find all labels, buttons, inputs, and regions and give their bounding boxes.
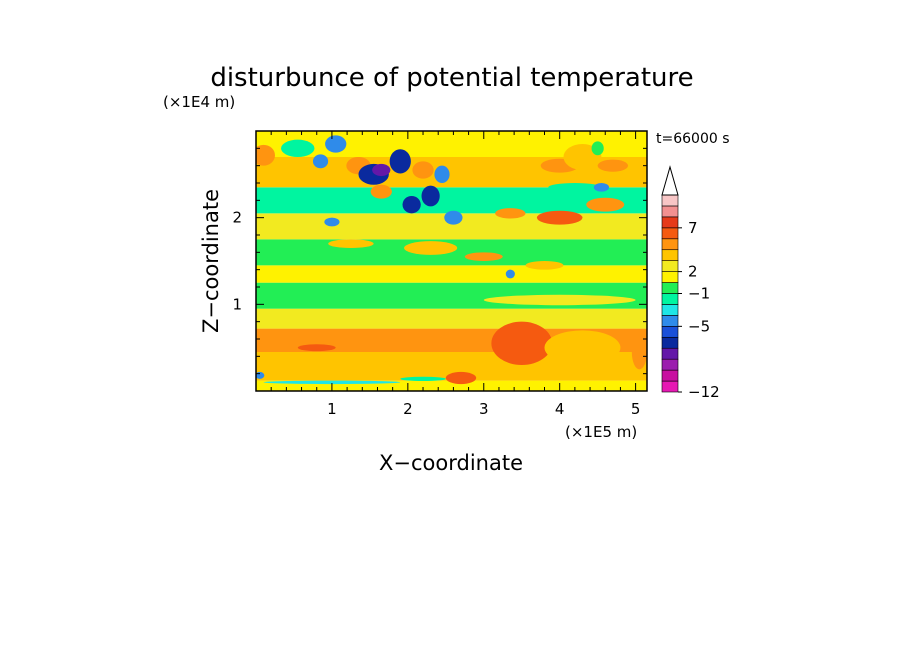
colorbar-swatch-17 [661, 194, 679, 207]
x-axis-label: X−coordinate [379, 451, 523, 475]
field-blob-20 [586, 197, 625, 212]
colorbar: −12−5−127 [661, 165, 720, 401]
field-blob-34 [297, 344, 336, 352]
colorbar-swatch-16 [661, 205, 679, 218]
field-blob-25 [591, 141, 604, 156]
colorbar-swatch-2 [661, 358, 679, 371]
x-tick-label-2: 2 [403, 400, 413, 418]
y-tick-label-2: 2 [232, 209, 242, 227]
colorbar-label-9: −1 [688, 285, 710, 303]
time-label: t=66000 s [656, 131, 730, 147]
field-blob-14 [453, 195, 477, 206]
field-band-8 [256, 187, 647, 214]
field-blob-21 [548, 183, 602, 192]
colorbar-swatch-6 [661, 315, 679, 327]
colorbar-label-6: −5 [688, 317, 710, 335]
chart-title: disturbunce of potential temperature [210, 63, 693, 93]
colorbar-swatch-12 [661, 249, 679, 261]
field-blob-1 [281, 139, 315, 157]
field-blob-11 [402, 196, 421, 214]
field-blob-31 [491, 321, 553, 366]
field-blob-2 [312, 154, 329, 169]
heatmap-field [256, 131, 647, 391]
field-band-0 [256, 380, 647, 391]
plot-frame [255, 130, 648, 392]
x-tick-label-5: 5 [631, 400, 641, 418]
y-tick-label-1: 1 [232, 295, 242, 313]
plot-axes: 1 2 3 4 5 1 2 [232, 130, 648, 418]
colorbar-swatch-13 [661, 238, 679, 251]
field-blob-26 [597, 159, 629, 172]
field-blob-7 [389, 149, 411, 174]
field-blob-17 [404, 241, 458, 255]
y-axis-label: Z−coordinate [199, 189, 223, 333]
colorbar-swatch-11 [661, 260, 679, 272]
field-blob-8 [412, 161, 434, 179]
field-band-6 [256, 239, 647, 266]
colorbar-swatch-7 [661, 304, 679, 316]
y-unit-label: (×1E4 m) [163, 93, 235, 111]
field-blob-19 [536, 210, 583, 225]
colorbar-swatch-4 [661, 336, 679, 349]
field-blob-29 [525, 261, 564, 270]
colorbar-swatch-1 [661, 369, 679, 382]
field-blob-12 [370, 184, 392, 199]
colorbar-label-0: −12 [688, 383, 720, 401]
colorbar-extend-arrow [661, 165, 679, 196]
colorbar-swatch-15 [661, 216, 679, 229]
colorbar-swatch-3 [661, 347, 679, 360]
field-blob-3 [325, 135, 347, 153]
field-blob-35 [445, 371, 477, 385]
field-blob-27 [505, 269, 515, 279]
x-tick-label-1: 1 [327, 400, 337, 418]
field-blob-38 [400, 376, 446, 382]
x-tick-label-3: 3 [479, 400, 489, 418]
colorbar-swatch-10 [661, 271, 679, 283]
x-unit-label: (×1E5 m) [565, 423, 637, 441]
colorbar-swatch-5 [661, 326, 679, 338]
field-blob-15 [324, 217, 340, 227]
field-blob-9 [434, 165, 450, 183]
colorbar-swatch-9 [661, 282, 679, 294]
field-blob-33 [631, 334, 647, 370]
field-band-5 [256, 265, 647, 283]
field-blob-6 [372, 163, 391, 177]
field-blob-30 [483, 294, 636, 306]
colorbar-swatch-8 [661, 293, 679, 305]
field-blob-32 [544, 330, 621, 365]
field-band-3 [256, 308, 647, 329]
field-blob-10 [421, 185, 440, 207]
colorbar-label-15: 7 [688, 219, 698, 237]
colorbar-swatch-0 [661, 380, 679, 393]
field-blob-22 [593, 183, 610, 192]
x-tick-label-4: 4 [555, 400, 565, 418]
colorbar-label-11: 2 [688, 263, 698, 281]
field-blob-0 [256, 144, 275, 166]
colorbar-swatch-14 [661, 227, 679, 240]
field-blob-13 [444, 210, 463, 225]
field-blob-28 [464, 252, 503, 261]
field-blob-18 [495, 208, 526, 219]
field-blob-37 [263, 380, 401, 385]
field-blob-16 [328, 239, 374, 249]
